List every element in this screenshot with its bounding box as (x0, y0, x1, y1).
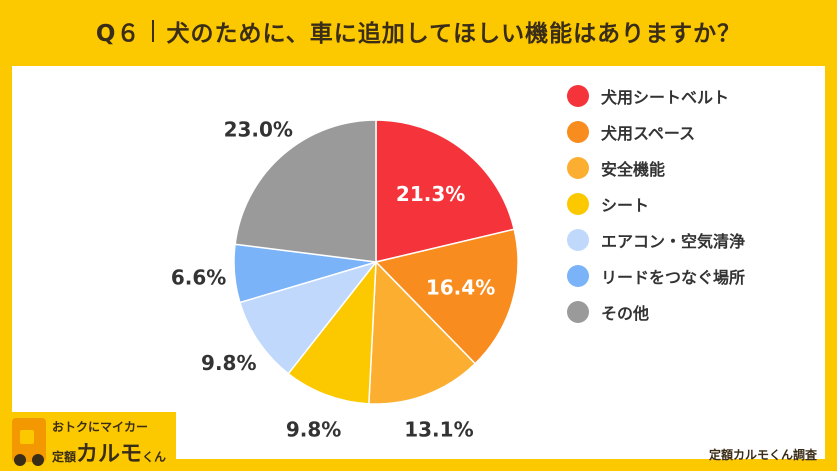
pie-slice-3 (287, 259, 377, 405)
pie-slice-4 (238, 260, 379, 375)
legend-swatch-6 (567, 301, 589, 323)
data-label-5: 6.6% (171, 266, 226, 290)
legend-label-1: 犬用スペース (601, 124, 696, 143)
legend-label-0: 犬用シートベルト (601, 88, 730, 107)
legend-item-6: その他 (567, 294, 797, 330)
legend-swatch-2 (567, 157, 589, 179)
brand-suffix: くん (142, 450, 167, 464)
legend-item-3: シート (567, 186, 797, 222)
data-label-0: 21.3% (396, 182, 465, 206)
data-label-6: 23.0% (224, 117, 293, 141)
legend-label-5: リードをつなぐ場所 (601, 268, 746, 287)
legend-label-4: エアコン・空気清浄 (601, 232, 746, 251)
legend-swatch-4 (567, 229, 589, 251)
legend-swatch-5 (567, 265, 589, 287)
car-logo-icon (12, 418, 46, 466)
brand-prefix: 定額 (52, 450, 77, 464)
legend: 犬用シートベルト 犬用スペース 安全機能シートエアコン・空気清浄 リードをつなぐ場所そ… (567, 78, 797, 330)
legend-label-2: 安全機能 (601, 160, 666, 179)
pie-slice-1 (374, 228, 519, 365)
question-text: 犬のために、車に追加してほしい機能はありますか？ (166, 21, 742, 47)
brand-badge: おトクにマイカー 定額カルモくん (8, 412, 176, 468)
legend-swatch-1 (567, 121, 589, 143)
pie-slice-2 (368, 260, 477, 405)
brand-tagline: おトクにマイカー (52, 420, 149, 434)
legend-label-3: シート (601, 196, 650, 215)
question-number: Q６ (95, 21, 141, 47)
page-title: Q６ 犬のために、車に追加してほしい機能はありますか？ (0, 0, 837, 62)
legend-label-6: その他 (601, 304, 650, 323)
survey-credit: 定額カルモくん調査 (708, 448, 817, 462)
legend-swatch-0 (567, 85, 589, 107)
data-label-2: 13.1% (404, 418, 473, 442)
legend-item-1: 犬用スペース (567, 114, 797, 150)
brand-name: 定額カルモくん (52, 436, 166, 468)
legend-item-5: リードをつなぐ場所 (567, 258, 797, 294)
data-label-3: 9.8% (286, 418, 341, 442)
brand-title: カルモ (76, 442, 143, 467)
legend-item-0: 犬用シートベルト (567, 78, 797, 114)
legend-item-2: 安全機能 (567, 150, 797, 186)
pie-slice-6 (234, 119, 377, 263)
pie-slice-0 (375, 119, 516, 263)
data-label-4: 9.8% (201, 351, 256, 375)
title-divider (152, 20, 155, 42)
legend-item-4: エアコン・空気清浄 (567, 222, 797, 258)
data-label-1: 16.4% (426, 276, 495, 300)
legend-swatch-3 (567, 193, 589, 215)
